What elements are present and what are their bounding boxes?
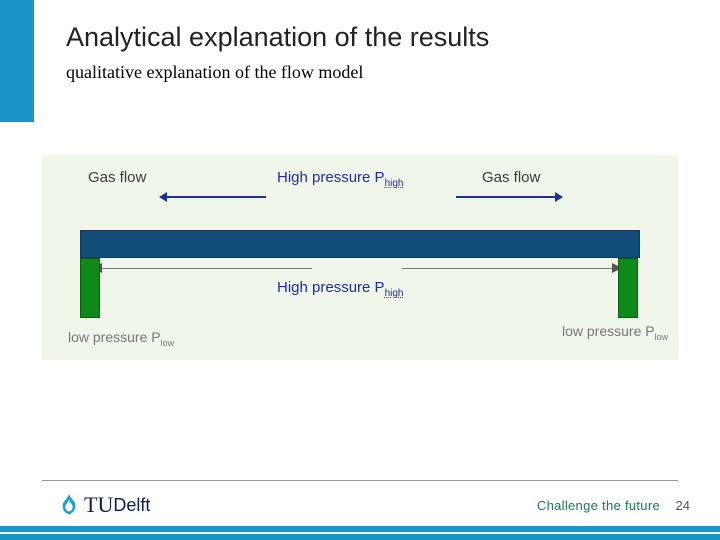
low-pressure-right-text: low pressure P [562, 323, 655, 339]
central-bar [80, 230, 640, 258]
low-pressure-right-sub: low [655, 332, 669, 342]
low-pressure-left-text: low pressure P [68, 329, 161, 345]
flame-icon [58, 492, 80, 518]
tudelft-logo: TUDelft [58, 492, 150, 518]
gas-arrow-top-left [167, 196, 266, 198]
footer-tagline: Challenge the future [537, 498, 660, 513]
high-pressure-top-text: High pressure P [277, 169, 385, 186]
accent-bar-vertical [0, 0, 34, 122]
low-pressure-left-sub: low [161, 338, 175, 348]
high-pressure-bottom-label: High pressure Phigh [277, 279, 403, 299]
accent-bar-bottom-2 [0, 534, 720, 540]
logo-text-delft: Delft [113, 495, 150, 516]
green-post-left [80, 258, 100, 318]
page-number: 24 [676, 498, 690, 513]
green-post-right [618, 258, 638, 318]
gas-flow-label-right: Gas flow [482, 169, 540, 186]
footer-divider [42, 480, 678, 481]
logo-letter-t: T [84, 492, 97, 518]
accent-bar-bottom-1 [0, 526, 720, 532]
high-pressure-bot-text: High pressure P [277, 279, 385, 296]
flow-diagram: Gas flow Gas flow High pressure Phigh Hi… [42, 155, 678, 360]
low-pressure-right-label: low pressure Plow [562, 323, 668, 342]
high-pressure-top-sub: high [385, 178, 404, 189]
high-pressure-bot-sub: high [385, 288, 404, 299]
slide: Analytical explanation of the results qu… [0, 0, 720, 540]
page-title: Analytical explanation of the results [66, 22, 489, 53]
gas-flow-label-left: Gas flow [88, 169, 146, 186]
gas-arrow-top-right [456, 196, 555, 198]
low-pressure-left-label: low pressure Plow [68, 329, 174, 348]
thin-line-right [402, 268, 612, 269]
thin-line-left [102, 268, 312, 269]
page-subtitle: qualitative explanation of the flow mode… [66, 62, 363, 83]
logo-letter-u: U [97, 492, 113, 518]
high-pressure-top-label: High pressure Phigh [277, 169, 403, 189]
